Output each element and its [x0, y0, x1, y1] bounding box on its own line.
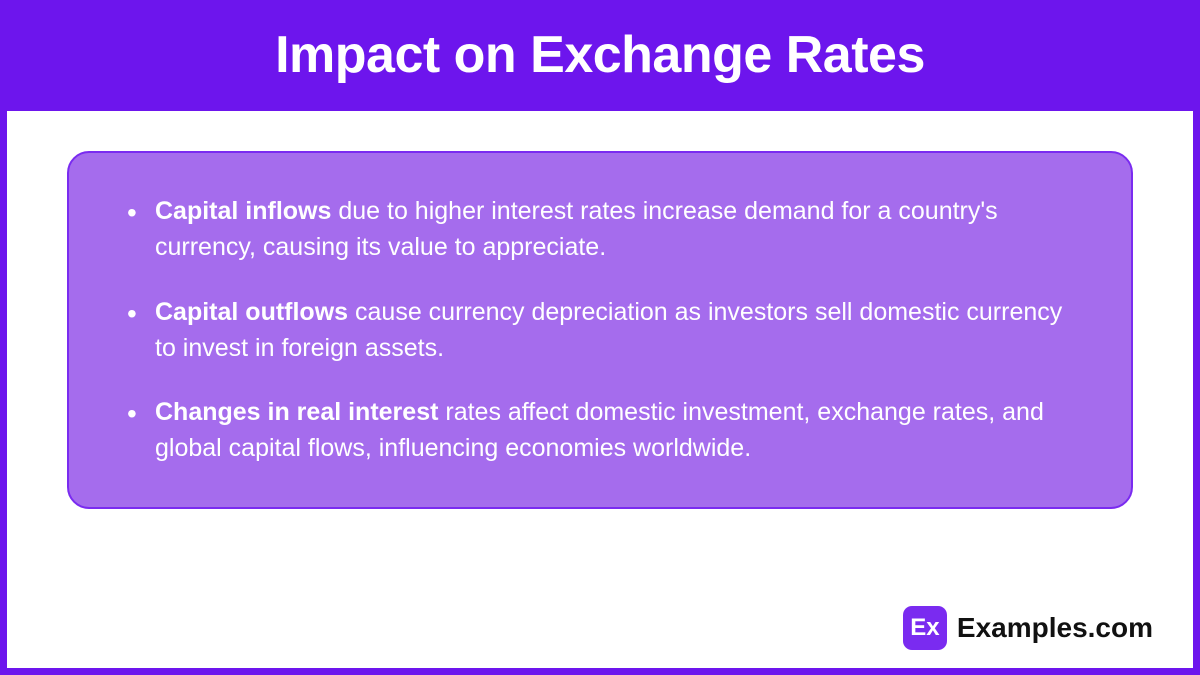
list-item: Changes in real interest rates affect do…	[127, 394, 1081, 467]
outer-frame: Impact on Exchange Rates Capital inflows…	[0, 0, 1200, 675]
info-panel: Capital inflows due to higher interest r…	[67, 151, 1133, 509]
list-item: Capital inflows due to higher interest r…	[127, 193, 1081, 266]
bullet-bold: Changes in real interest	[155, 398, 438, 426]
list-item: Capital outflows cause currency deprecia…	[127, 294, 1081, 367]
bullet-bold: Capital inflows	[155, 197, 331, 225]
brand-name: Examples.com	[957, 612, 1153, 644]
content-area: Capital inflows due to higher interest r…	[7, 111, 1193, 668]
logo-icon: Ex	[903, 606, 947, 650]
bullet-bold: Capital outflows	[155, 298, 348, 326]
bullet-list: Capital inflows due to higher interest r…	[127, 193, 1081, 467]
footer-brand: Ex Examples.com	[903, 606, 1153, 650]
page-title: Impact on Exchange Rates	[7, 7, 1193, 111]
